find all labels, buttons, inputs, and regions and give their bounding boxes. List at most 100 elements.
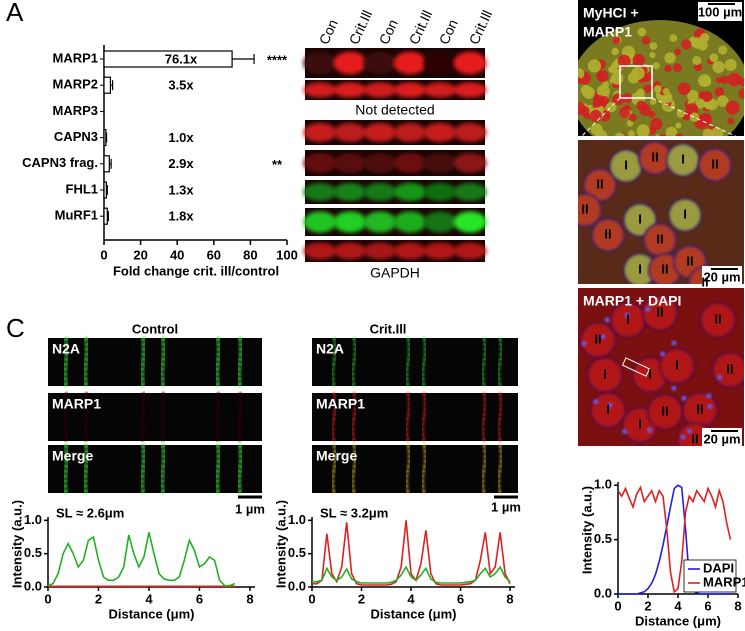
nucleus [647, 427, 653, 433]
lane-label: Con [436, 17, 461, 47]
nucleus [671, 385, 677, 391]
blot-band [423, 211, 457, 233]
y-tick-label: 0.0 [594, 585, 612, 600]
fiber [587, 357, 623, 393]
fiber [710, 127, 724, 136]
series-line [617, 485, 732, 594]
fiber [649, 98, 657, 105]
fiber [698, 91, 706, 99]
x-tick-label: 6 [196, 591, 203, 606]
x-tick-label: 40 [170, 247, 184, 262]
stripe [481, 392, 487, 442]
fiber [739, 78, 744, 87]
fiber [724, 58, 737, 71]
category-label: CAPN3 [54, 129, 98, 144]
fiber [593, 94, 605, 107]
x-tick-label: 6 [704, 598, 711, 613]
fiber-type: II [596, 176, 603, 191]
blot-band [453, 153, 487, 173]
fiber [583, 168, 617, 202]
fiber [647, 394, 683, 430]
fiber-type: I [638, 211, 642, 226]
fiber [667, 135, 672, 136]
bar [103, 155, 110, 173]
blot-band [393, 153, 427, 173]
stripe [497, 392, 503, 442]
fiber [589, 109, 602, 122]
nucleus [681, 395, 687, 401]
stripe [351, 444, 357, 494]
fiber-type: II [696, 401, 703, 416]
y-tick-label: 0.5 [288, 545, 306, 560]
x-tick-label: 60 [207, 247, 221, 262]
fiber [578, 77, 583, 85]
channel-label: N2A [52, 341, 80, 357]
fiber [695, 98, 706, 109]
lane-label: Crit.Ill [466, 8, 496, 47]
bar [103, 76, 112, 94]
blot-band [453, 123, 487, 142]
fiber [659, 348, 695, 384]
fiber [647, 126, 657, 135]
blot-band [363, 211, 397, 233]
blot-note: Not detected [355, 102, 434, 118]
fiber-type: II [711, 156, 718, 171]
fiber-type: II [661, 261, 668, 276]
x-tick-label: 0 [308, 591, 315, 606]
stripe [405, 392, 411, 442]
fiber-type: I [675, 357, 679, 372]
scale-label: 100 µm [698, 4, 742, 19]
fiber [648, 110, 656, 118]
blot-band [393, 242, 427, 260]
y-tick-label: 1.0 [288, 512, 306, 527]
blot-band [363, 153, 397, 173]
series-line [312, 520, 511, 586]
blot-band [423, 153, 457, 173]
fiber [590, 123, 603, 136]
fiber [664, 64, 672, 73]
fiber [626, 120, 634, 127]
x-tick-label: 0 [614, 598, 621, 613]
fiber [590, 392, 626, 428]
fiber [649, 52, 656, 59]
stripe [405, 337, 411, 387]
fiber [691, 37, 704, 49]
channel-label: N2A [316, 341, 344, 357]
blot-band [333, 51, 367, 75]
fiber [699, 112, 712, 125]
blot-band [333, 242, 367, 260]
x-axis-label: Distance (μm) [109, 606, 195, 621]
blot-band [363, 123, 397, 142]
stripe [481, 337, 487, 387]
category-label: CAPN3 frag. [22, 155, 98, 170]
blot-band [333, 182, 367, 202]
stripe [213, 444, 223, 494]
x-axis-label: Distance (μm) [635, 613, 721, 628]
fiber [668, 198, 702, 232]
fiber [662, 87, 670, 95]
category-label: MARP1 [52, 50, 98, 65]
micrograph-overview [577, 0, 745, 141]
x-tick-label: 2 [95, 591, 102, 606]
x-axis-label: Fold change crit. ill/control [113, 263, 279, 278]
legend-label: DAPI [703, 560, 734, 575]
micrograph [48, 338, 262, 386]
fiber [587, 59, 602, 73]
blot-band [423, 51, 457, 75]
scale-label: 1 µm [491, 499, 521, 514]
blot-band [363, 51, 397, 75]
blot-band [423, 123, 457, 142]
stripe [138, 337, 148, 387]
nucleus [671, 340, 677, 346]
fold-change-label: 1.3x [168, 182, 194, 197]
nucleus [706, 393, 712, 399]
fiber [712, 60, 725, 74]
column-title: Control [132, 321, 178, 336]
x-tick-label: 2 [358, 591, 365, 606]
x-tick-label: 4 [407, 591, 415, 606]
x-tick-label: 0 [100, 247, 107, 262]
nucleus [645, 306, 651, 312]
fiber-type: II [661, 403, 668, 418]
blot-band [303, 51, 337, 75]
